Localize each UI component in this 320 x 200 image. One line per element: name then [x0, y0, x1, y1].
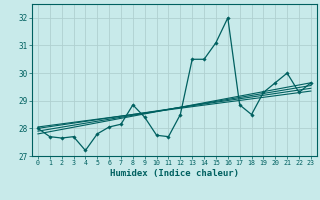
X-axis label: Humidex (Indice chaleur): Humidex (Indice chaleur) [110, 169, 239, 178]
